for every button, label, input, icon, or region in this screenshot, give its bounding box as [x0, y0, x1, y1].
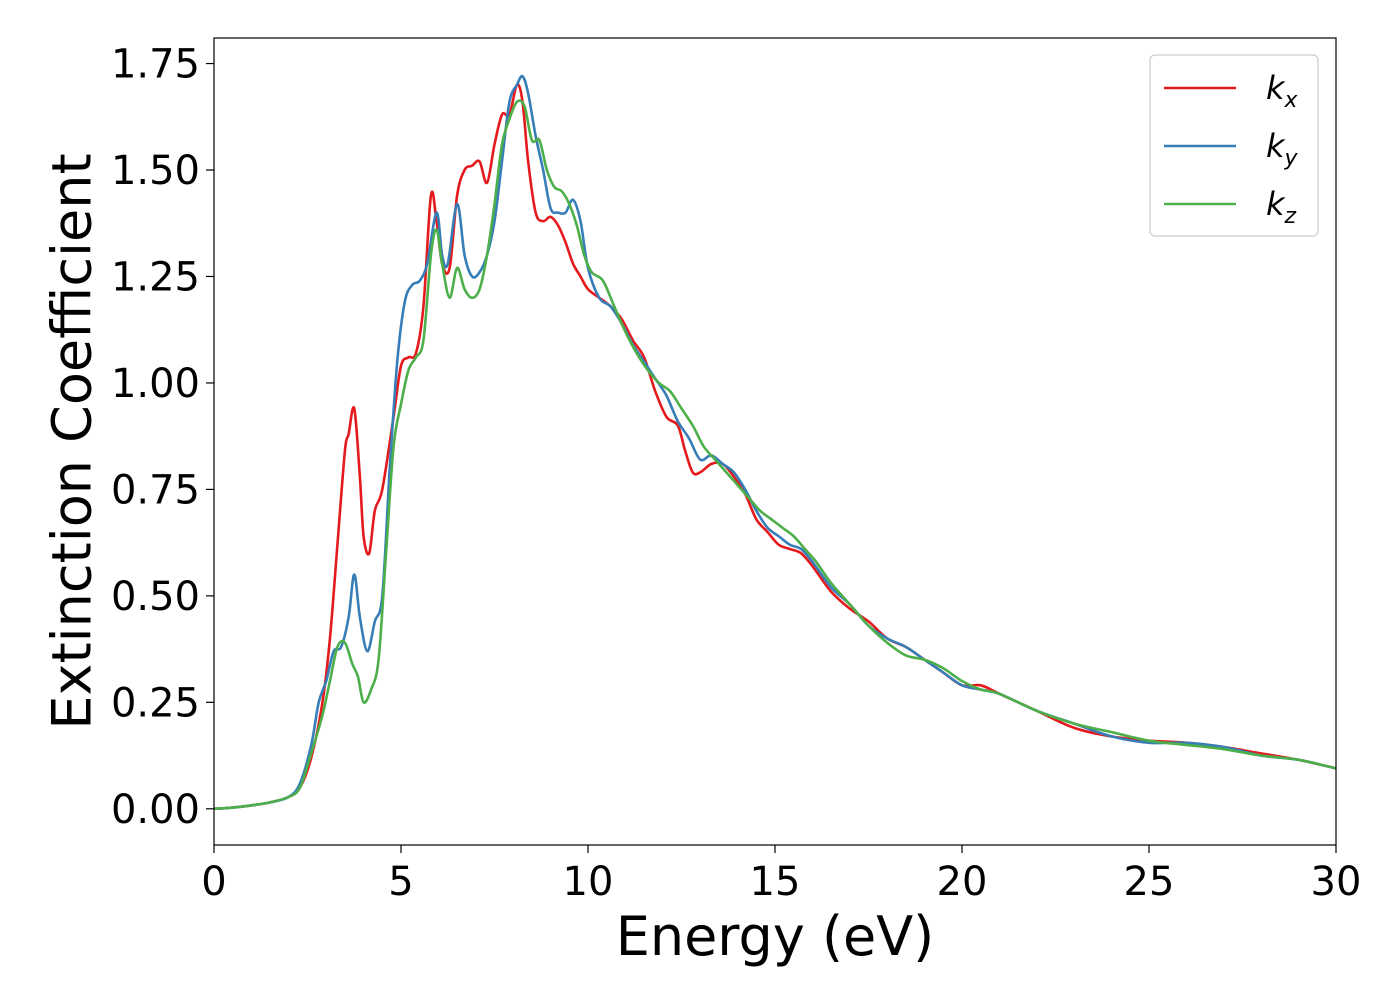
legend-label-base: k: [1266, 69, 1286, 107]
legend-label: kx: [1266, 69, 1299, 113]
legend-label: kz: [1266, 185, 1297, 229]
y-tick-label: 1.75: [111, 42, 200, 88]
x-tick-label: 25: [1124, 859, 1175, 905]
y-tick-label: 1.25: [111, 254, 200, 300]
legend-label-base: k: [1266, 127, 1286, 165]
y-tick-label: 0.00: [111, 787, 200, 833]
y-axis: 0.00 0.25 0.50 0.75 1.00 1.25 1.50 1.75: [111, 42, 214, 833]
y-tick-label: 1.00: [111, 361, 200, 407]
legend-label-base: k: [1266, 185, 1286, 223]
series-line-y: [214, 74, 1336, 811]
legend-label-subscript: z: [1284, 204, 1297, 229]
y-axis-label: Extinction Coefficient: [41, 153, 104, 729]
y-tick-label: 0.25: [111, 680, 200, 726]
legend-item-x: kx: [1164, 69, 1299, 113]
legend-item-z: kz: [1164, 185, 1297, 229]
x-tick-label: 20: [937, 859, 988, 905]
legend-label-subscript: y: [1284, 146, 1299, 171]
x-tick-label: 30: [1311, 859, 1362, 905]
x-tick-label: 15: [750, 859, 801, 905]
x-tick-label: 0: [201, 859, 226, 905]
x-axis-label: Energy (eV): [616, 905, 935, 968]
x-axis: 0 5 10 15 20 25 30: [201, 845, 1361, 905]
series-layer: [214, 74, 1336, 811]
y-tick-label: 0.50: [111, 574, 200, 620]
y-tick-label: 1.50: [111, 148, 200, 194]
series-line-z: [214, 99, 1336, 811]
legend-item-y: ky: [1164, 127, 1299, 171]
legend-label-subscript: x: [1284, 88, 1299, 113]
y-tick-label: 0.75: [111, 467, 200, 513]
x-tick-label: 5: [388, 859, 413, 905]
x-tick-label: 10: [563, 859, 614, 905]
legend-label: ky: [1266, 127, 1299, 171]
